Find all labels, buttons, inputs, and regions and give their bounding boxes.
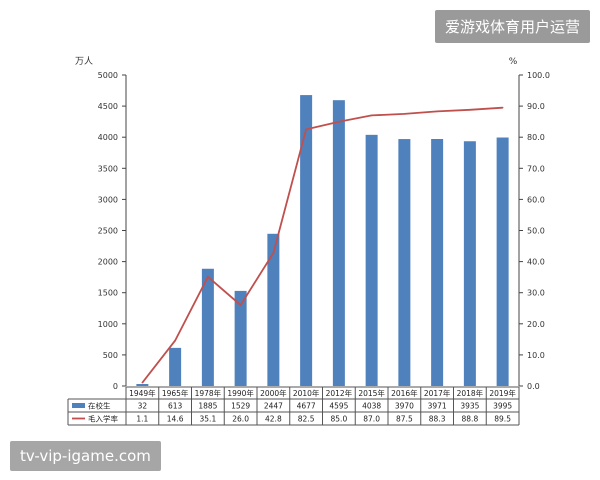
left-tick-label: 1000: [98, 320, 118, 329]
category-label: 2010年: [293, 388, 320, 398]
left-tick-label: 2500: [98, 227, 118, 236]
watermark-bottom-left: tv-vip-igame.com: [10, 441, 161, 471]
left-tick-label: 1500: [98, 289, 118, 298]
legend-bar-label: 在校生: [88, 401, 111, 411]
bar: [201, 268, 214, 386]
right-tick-label: 100.0: [527, 71, 550, 80]
bar-value-label: 2447: [264, 402, 283, 411]
bar: [169, 347, 182, 386]
line-point: [403, 113, 406, 115]
right-tick-label: 70.0: [527, 164, 545, 173]
line-point: [272, 252, 275, 254]
line-value-label: 88.3: [429, 415, 446, 424]
left-tick-label: 2000: [98, 258, 118, 267]
category-label: 2019年: [489, 388, 516, 398]
bar-value-label: 4595: [329, 402, 348, 411]
left-tick-label: 5000: [98, 71, 118, 80]
bar-value-label: 3995: [493, 402, 512, 411]
left-tick-label: 3500: [98, 164, 118, 173]
left-tick-label: 4000: [98, 133, 118, 142]
bar-value-label: 4038: [362, 402, 381, 411]
left-tick-label: 500: [103, 351, 118, 360]
right-tick-label: 20.0: [527, 320, 545, 329]
left-tick-label: 3000: [98, 195, 118, 204]
right-tick-label: 0.0: [527, 382, 540, 391]
right-tick-label: 80.0: [527, 133, 545, 142]
line-value-label: 14.6: [167, 415, 184, 424]
category-label: 2015年: [358, 388, 385, 398]
left-tick-label: 4500: [98, 102, 118, 111]
right-tick-label: 10.0: [527, 351, 545, 360]
line-point: [141, 381, 144, 384]
line-value-label: 42.8: [265, 415, 282, 424]
category-label: 2000年: [260, 388, 287, 398]
line-value-label: 85.0: [331, 415, 348, 424]
line-point: [436, 110, 438, 113]
right-tick-label: 40.0: [527, 258, 545, 267]
legend-line-label: 毛入学率: [88, 414, 118, 424]
left-tick-label: 0: [113, 382, 118, 391]
right-tick-label: 50.0: [527, 227, 545, 236]
line-value-label: 88.8: [462, 415, 479, 424]
line-point: [305, 128, 307, 131]
watermark-top-right: 爱游戏体育用户运营: [434, 10, 590, 43]
bar-value-label: 3971: [428, 402, 447, 411]
category-label: 2016年: [391, 388, 418, 398]
line-value-label: 82.5: [298, 415, 315, 424]
line-series-gross-enrollment-rate: [141, 106, 503, 384]
line-value-label: 1.1: [136, 415, 148, 424]
bar: [300, 95, 313, 386]
category-label: 1949年: [129, 388, 156, 398]
bar: [332, 100, 345, 386]
bar-value-label: 1529: [231, 402, 250, 411]
legend-bar-swatch: [72, 403, 85, 408]
bar: [136, 384, 149, 386]
right-axis-unit: %: [509, 57, 518, 67]
line-point: [370, 114, 373, 117]
line-value-label: 89.5: [494, 415, 511, 424]
category-label: 2017年: [424, 388, 451, 398]
bar: [398, 139, 411, 386]
bar-value-label: 1885: [198, 402, 217, 411]
line-value-label: 26.0: [232, 415, 249, 424]
line-point: [174, 339, 176, 342]
bar-value-label: 4677: [297, 402, 316, 411]
category-label: 1965年: [162, 388, 189, 398]
bar-value-label: 3970: [395, 402, 414, 411]
bar: [496, 137, 509, 386]
line-point: [501, 106, 504, 109]
category-label: 2012年: [326, 388, 353, 398]
line-point: [338, 120, 340, 123]
line-point: [239, 304, 242, 306]
category-label: 1990年: [227, 388, 254, 398]
line-value-label: 87.5: [396, 415, 413, 424]
bar-value-label: 32: [138, 402, 148, 411]
right-tick-label: 60.0: [527, 195, 545, 204]
bar: [234, 290, 247, 386]
right-tick-label: 30.0: [527, 289, 545, 298]
bar: [431, 139, 444, 386]
right-tick-label: 90.0: [527, 102, 545, 111]
line-value-label: 35.1: [200, 415, 217, 424]
line-value-label: 87.0: [363, 415, 380, 424]
category-label: 2018年: [457, 388, 484, 398]
bar-value-label: 613: [168, 402, 183, 411]
bar-value-label: 3935: [460, 402, 479, 411]
bar: [365, 134, 378, 386]
category-label: 1978年: [195, 388, 222, 398]
left-axis-unit: 万人: [75, 56, 93, 67]
bar: [463, 141, 476, 386]
line-point: [469, 109, 471, 111]
line-point: [207, 276, 209, 278]
bar: [267, 233, 280, 386]
